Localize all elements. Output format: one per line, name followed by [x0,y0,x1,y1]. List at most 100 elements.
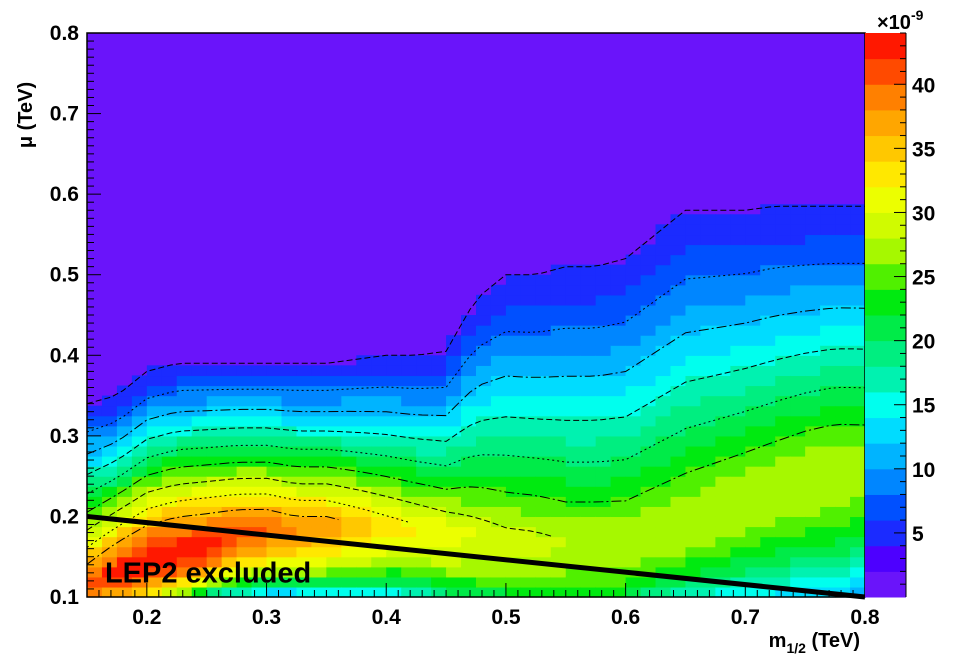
heatmap-cell [805,214,821,225]
heatmap-cell [296,415,313,427]
heatmap-cell [700,445,716,457]
heatmap-cell [505,395,522,407]
heatmap-cell [835,456,851,467]
heatmap-cell [236,395,253,407]
x-tick-label: 0.4 [372,606,402,629]
heatmap-cell [116,466,133,477]
heatmap-cell [835,546,851,558]
heatmap-cell [835,425,851,437]
heatmap-cell [191,496,208,507]
heatmap-cell [730,456,746,467]
heatmap-cell [850,345,866,356]
heatmap-cell [356,496,372,507]
heatmap-cell [550,385,567,397]
heatmap-cell [550,586,567,598]
heatmap-cell [371,425,387,437]
heatmap-cell [431,456,447,467]
heatmap-cell [416,536,432,548]
heatmap-cell [850,315,866,326]
heatmap-cell [251,435,268,447]
heatmap-cell [401,365,417,377]
heatmap-cell [296,576,313,588]
heatmap-cell [625,415,642,427]
heatmap-cell [356,405,372,417]
heatmap-cell [535,325,552,336]
heatmap-cell [685,415,702,427]
heatmap-cell [580,345,597,356]
heatmap-cell [535,355,552,366]
heatmap-cell [625,315,642,326]
heatmap-cell [221,516,238,528]
heatmap-cell [610,546,627,558]
heatmap-cell [715,556,731,568]
heatmap-cell [850,526,866,538]
heatmap-cell [296,445,313,457]
heatmap-cell [446,395,462,407]
heatmap-cell [625,284,642,296]
colorbar-tick-label: 40 [912,74,935,97]
heatmap-cell [685,536,702,548]
heatmap-cell [715,435,731,447]
heatmap-cell [655,536,672,548]
heatmap-cell [625,355,642,366]
lep2-excluded-label: LEP2 excluded [105,557,311,589]
heatmap-cell [161,536,178,548]
heatmap-cell [326,405,342,417]
heatmap-cell [760,244,776,256]
heatmap-cell [805,516,821,528]
heatmap-cell [416,466,432,477]
contour-line [86,205,865,405]
heatmap-cell [820,395,836,407]
heatmap-cell [640,315,657,326]
heatmap-cell [595,345,612,356]
heatmap-cell [820,345,836,356]
heatmap-cell [745,304,761,316]
heatmap-cell [775,506,791,518]
heatmap-cell [805,335,821,346]
heatmap-cell [565,516,582,528]
heatmap-cell [760,516,776,528]
heatmap-cell [685,345,702,356]
heatmap-cell [595,516,612,528]
heatmap-cell [850,365,866,377]
heatmap-cell [805,284,821,296]
heatmap-cell [685,284,702,296]
heatmap-cell [281,576,298,588]
heatmap-cell [251,556,268,568]
heatmap-cell [670,405,687,417]
heatmap-cell [760,335,776,346]
heatmap-cell [206,566,223,578]
heatmap-cell [251,415,268,427]
heatmap-cell [401,385,417,397]
heatmap-cell [835,355,851,366]
heatmap-cell [760,304,776,316]
heatmap-cell [296,375,313,387]
heatmap-cell [535,435,552,447]
heatmap-cell [730,405,746,417]
heatmap-cell [251,506,268,518]
x-tick-label: 0.5 [491,606,521,629]
heatmap-cell [236,506,253,518]
heatmap-cell [461,456,477,467]
heatmap-cell [535,526,552,538]
heatmap-cell [476,365,492,377]
heatmap-cell [640,274,657,286]
heatmap-cell [655,425,672,437]
heatmap-cell [221,576,238,588]
heatmap-cell [760,445,776,457]
heatmap-cell [416,365,432,377]
heatmap-cell [745,375,761,387]
heatmap-cell [580,425,597,437]
heatmap-cell [401,566,417,578]
heatmap-cell [116,435,133,447]
heatmap-cell [550,405,567,417]
heatmap-cell [446,516,462,528]
heatmap-cell [386,586,402,598]
heatmap-cell [281,566,298,578]
heatmap-cell [431,476,447,487]
heatmap-cell [550,536,567,548]
heatmap-cell [87,415,103,427]
heatmap-cell [715,586,731,598]
heatmap-cell [431,496,447,507]
heatmap-cell [850,264,866,276]
